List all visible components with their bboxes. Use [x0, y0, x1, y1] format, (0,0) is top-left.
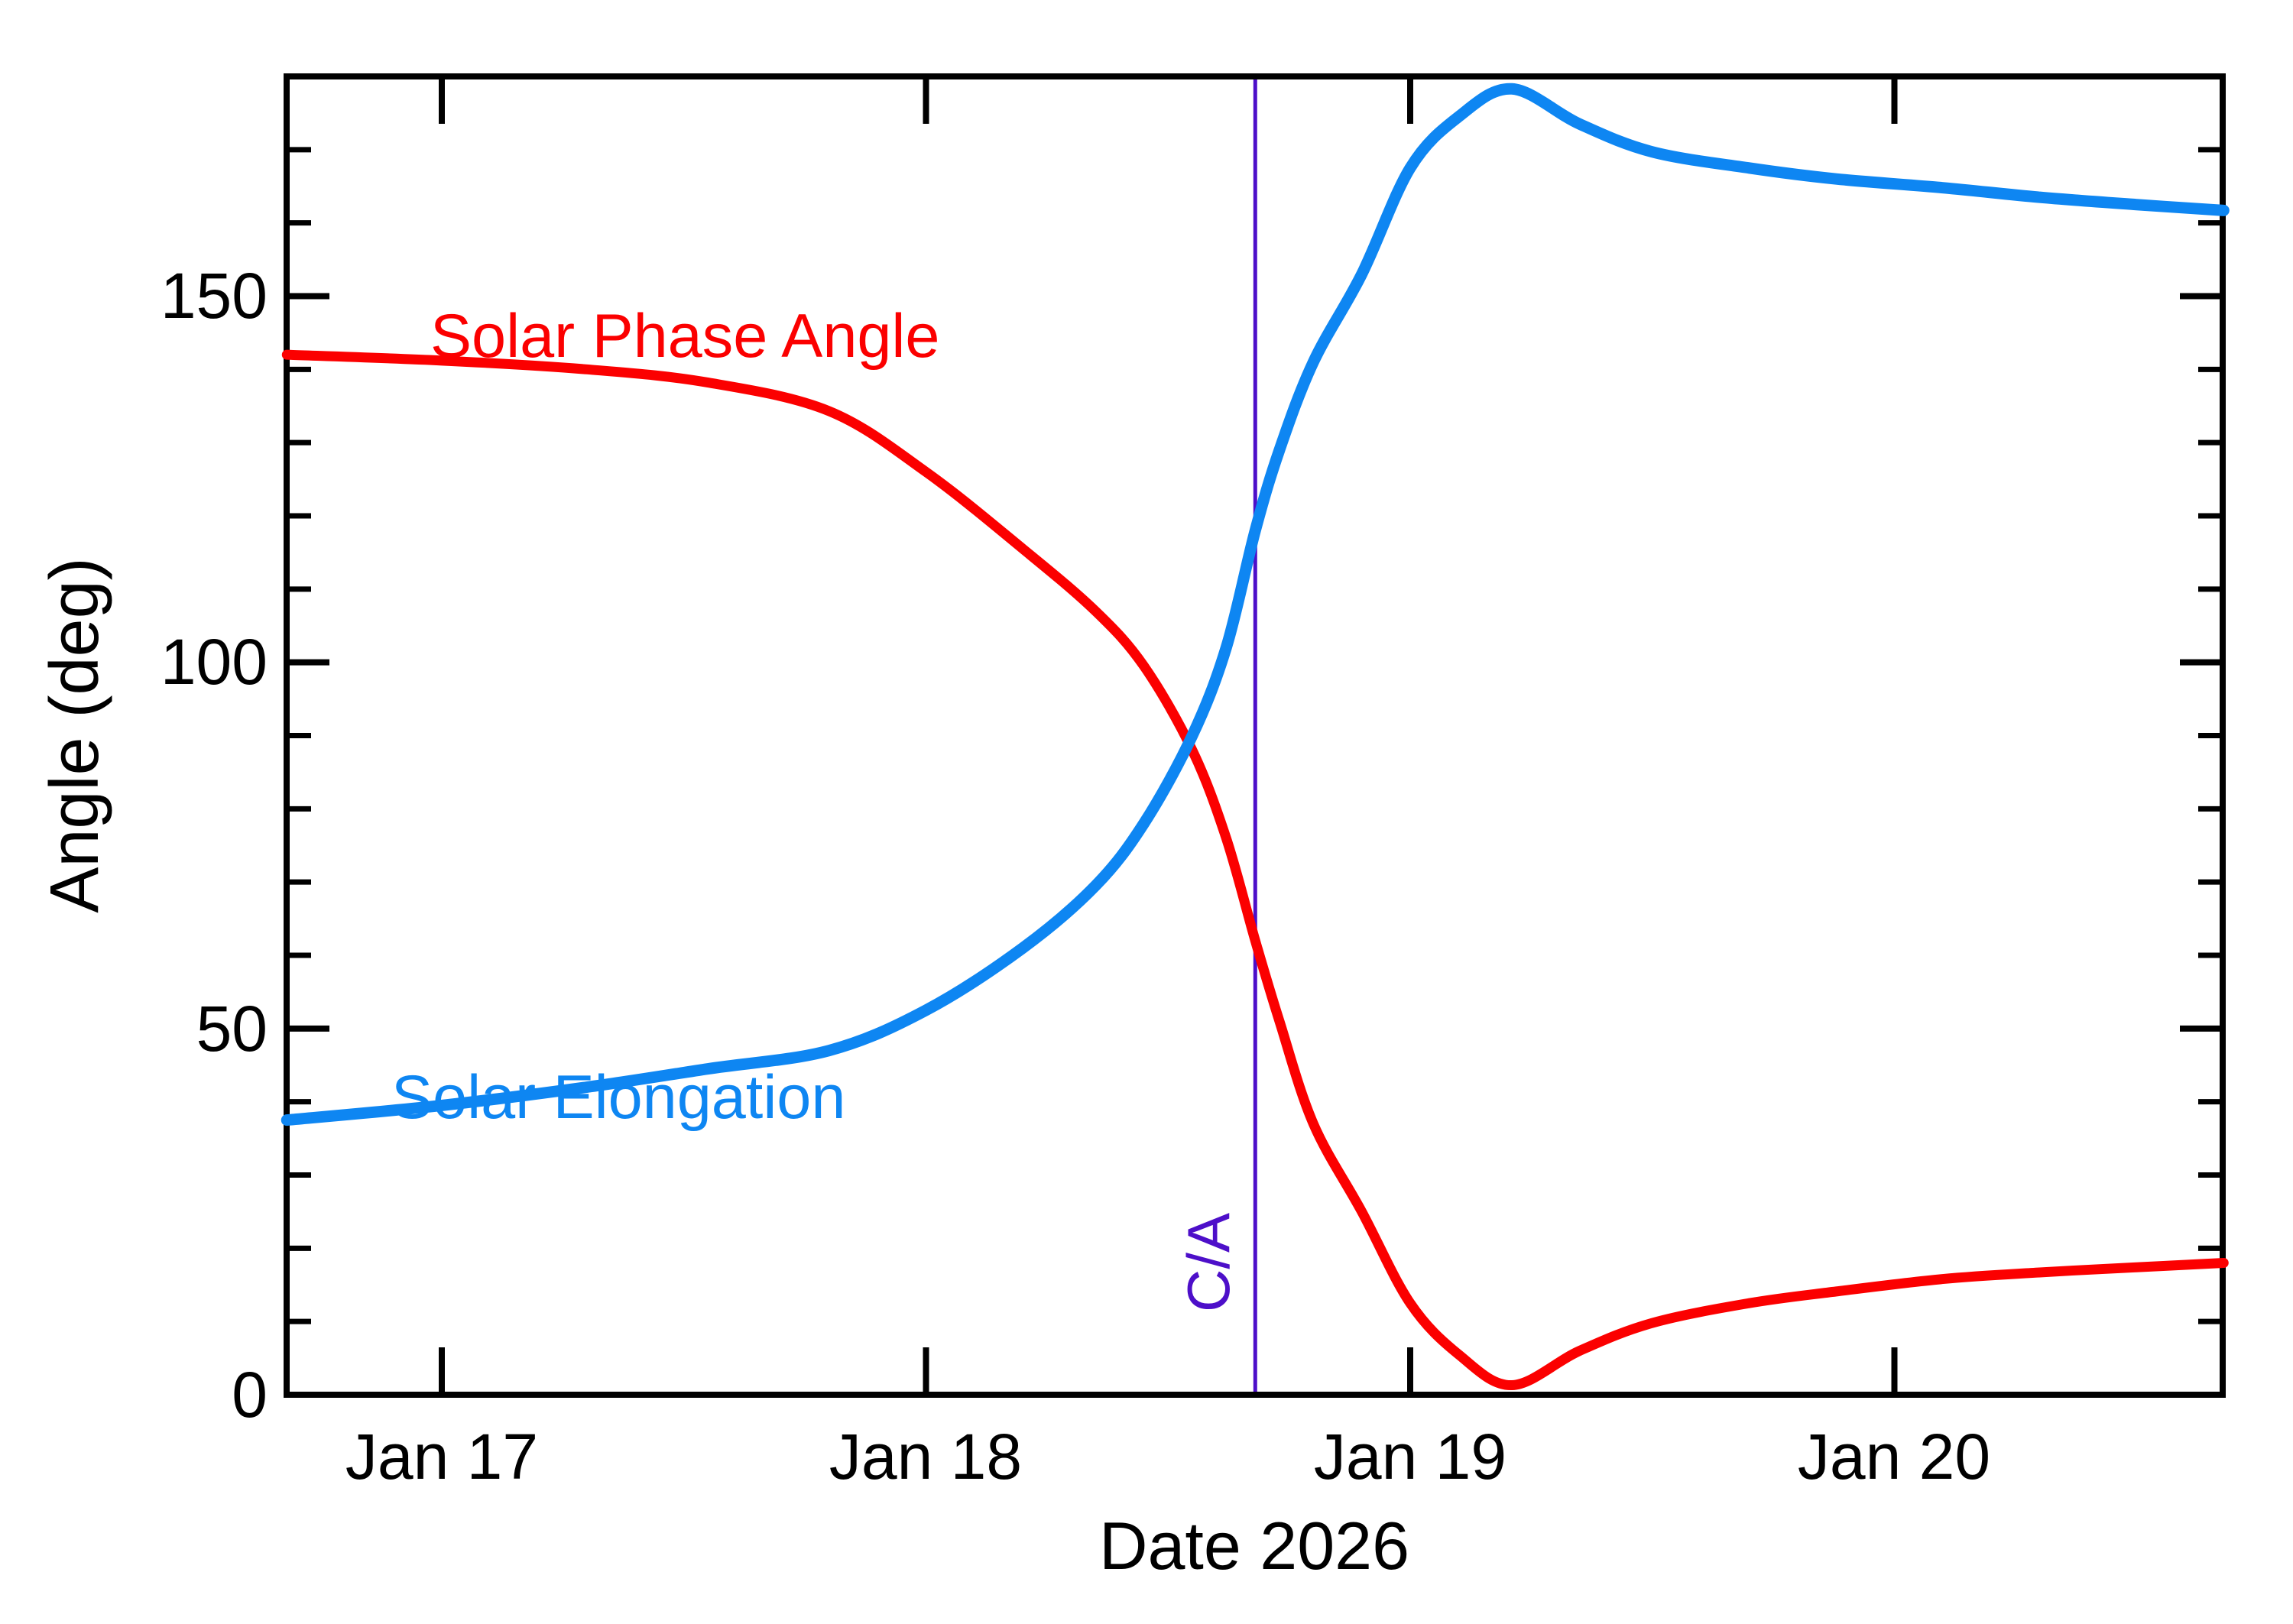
x-tick-label-jan18: Jan 18: [829, 1421, 1023, 1493]
y-tick-label-50: 50: [196, 993, 268, 1065]
solar-phase-angle-label: Solar Phase Angle: [430, 302, 940, 371]
y-tick-label-150: 150: [160, 260, 268, 332]
closest-approach-label: C/A: [1174, 1212, 1242, 1313]
y-axis-title: Angle (deg): [36, 557, 113, 913]
solar-elongation-label: Solar Elongation: [391, 1063, 846, 1132]
y-tick-label-100: 100: [160, 626, 268, 698]
solar-phase-angle-curve: [281, 349, 2229, 1391]
plot-frame: [284, 73, 2226, 1398]
x-axis-title: Date 2026: [1098, 1508, 1410, 1583]
solar-elongation-curve: [281, 83, 2230, 1126]
x-tick-label-jan17: Jan 17: [345, 1421, 539, 1493]
x-tick-label-jan20: Jan 20: [1797, 1421, 1991, 1493]
x-tick-label-jan19: Jan 19: [1313, 1421, 1507, 1493]
y-tick-label-0: 0: [232, 1359, 268, 1431]
